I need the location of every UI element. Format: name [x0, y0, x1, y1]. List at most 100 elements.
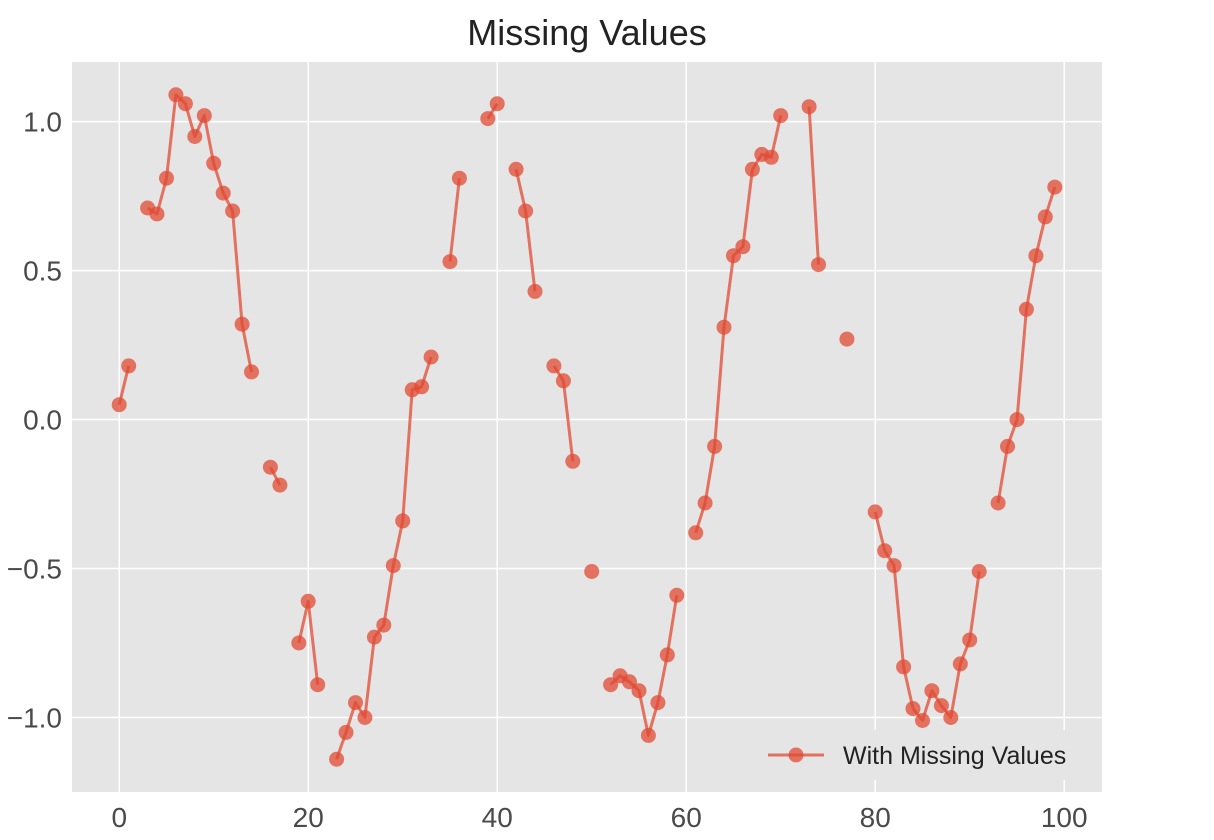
data-point	[584, 564, 600, 579]
data-point	[867, 504, 883, 520]
y-tick-label: 0.5	[23, 256, 62, 287]
data-point	[272, 477, 288, 493]
data-point	[385, 558, 401, 574]
data-point	[338, 724, 354, 740]
data-point	[1000, 438, 1015, 454]
data-point	[697, 495, 713, 511]
data-point	[1018, 301, 1034, 317]
data-point	[121, 358, 137, 374]
data-point	[933, 698, 949, 714]
y-tick-label: 0.0	[23, 405, 62, 436]
data-point	[508, 161, 524, 177]
x-tick-label: 0	[111, 802, 127, 833]
data-point	[291, 635, 307, 651]
data-point	[896, 659, 912, 675]
y-tick-label: −0.5	[7, 554, 62, 585]
data-point	[631, 683, 647, 699]
data-point	[990, 495, 1006, 511]
series-line-segment	[448, 178, 461, 262]
data-point	[811, 257, 826, 273]
data-point	[735, 239, 751, 255]
data-point	[423, 349, 439, 365]
data-point	[518, 203, 534, 219]
data-point	[196, 108, 212, 124]
x-tick-label: 40	[482, 802, 513, 833]
series-points	[111, 87, 1063, 767]
data-point	[480, 111, 496, 127]
x-tick-label: 100	[1041, 802, 1088, 833]
data-point	[1047, 179, 1063, 195]
legend-label: With Missing Values	[843, 742, 1066, 770]
data-point	[244, 364, 259, 380]
y-axis-ticks: 1.0 0.5 0.0 −0.5 −1.0	[7, 107, 62, 734]
data-point	[177, 96, 193, 112]
data-point	[206, 155, 222, 171]
legend-point-marker	[788, 747, 804, 763]
data-point	[640, 727, 656, 743]
x-tick-label: 60	[671, 802, 702, 833]
data-point	[215, 185, 231, 201]
data-point	[773, 108, 789, 124]
data-point	[376, 617, 392, 633]
data-point	[329, 751, 345, 767]
data-point	[905, 701, 921, 717]
data-point	[1009, 412, 1025, 428]
data-point	[527, 283, 543, 299]
legend: With Missing Values	[748, 730, 1092, 780]
data-point	[262, 459, 278, 475]
data-point	[489, 96, 505, 112]
data-point	[669, 587, 685, 603]
data-point	[414, 379, 430, 395]
data-point	[962, 632, 978, 648]
data-point	[707, 438, 723, 454]
data-point	[357, 710, 373, 725]
data-point	[395, 513, 411, 529]
series-line-segment	[807, 106, 820, 265]
x-tick-label: 80	[860, 802, 891, 833]
data-point	[839, 331, 855, 347]
data-point	[565, 453, 581, 469]
data-point	[622, 674, 637, 690]
data-point	[952, 656, 968, 672]
data-point	[886, 558, 902, 574]
data-point	[744, 161, 760, 177]
data-point	[659, 647, 675, 663]
data-point	[726, 248, 741, 264]
data-point	[650, 695, 666, 711]
data-point	[915, 713, 930, 728]
chart-title: Missing Values	[467, 12, 706, 53]
x-tick-label: 20	[293, 802, 324, 833]
data-point	[168, 87, 184, 103]
data-point	[234, 316, 250, 332]
data-point	[971, 564, 987, 579]
data-point	[451, 170, 467, 186]
grid-lines	[72, 62, 1102, 792]
data-point	[187, 129, 203, 144]
data-point	[877, 543, 893, 559]
x-axis-ticks: 0 20 40 60 80 100	[111, 802, 1087, 833]
data-point	[801, 99, 817, 115]
y-tick-label: 1.0	[23, 107, 62, 138]
data-point	[225, 203, 241, 219]
data-point	[603, 677, 619, 693]
data-point	[943, 710, 959, 725]
data-point	[366, 629, 382, 645]
data-point	[159, 170, 174, 186]
data-point	[442, 254, 458, 270]
data-point	[111, 397, 127, 413]
data-point	[348, 695, 363, 711]
data-point	[763, 149, 779, 165]
data-point	[555, 373, 571, 389]
data-point	[149, 206, 165, 222]
data-point	[300, 593, 316, 609]
y-tick-label: −1.0	[7, 703, 62, 734]
data-point	[1028, 248, 1044, 264]
data-point	[924, 683, 940, 699]
data-point	[1037, 209, 1053, 225]
plot-area	[72, 62, 1102, 792]
data-point	[716, 319, 732, 335]
data-point	[688, 525, 704, 541]
data-point	[546, 358, 562, 374]
data-point	[310, 677, 326, 693]
